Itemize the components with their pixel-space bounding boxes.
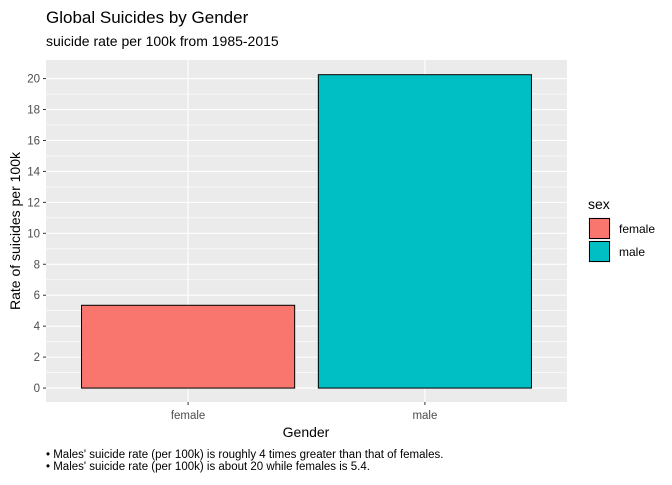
y-tick-labels: 0 2 4 6 8 10 12 14 16 18 20 (27, 74, 46, 395)
bar-male (317, 74, 532, 389)
x-tick-label: female (171, 410, 206, 422)
y-tick-label: 6 (34, 290, 40, 302)
legend-title: sex (588, 196, 610, 212)
y-tick-label: 8 (34, 259, 40, 271)
legend: sex female male (588, 196, 655, 263)
y-tick-label: 16 (27, 135, 40, 147)
y-tick-label: 14 (27, 166, 40, 178)
y-axis-label: Rate of suicides per 100k (7, 151, 23, 310)
y-tick-label: 0 (34, 383, 40, 395)
x-tick-labels: female male (171, 402, 437, 422)
x-axis-label: Gender (283, 424, 330, 440)
y-tick-label: 10 (27, 228, 40, 240)
legend-label-male: male (619, 245, 645, 259)
bar-female (81, 304, 296, 389)
y-tick-label: 20 (27, 74, 40, 86)
legend-swatch-female (589, 218, 610, 239)
legend-label-female: female (619, 222, 655, 236)
y-tick-label: 2 (34, 352, 40, 364)
y-tick-label: 18 (27, 105, 40, 117)
legend-swatch-male (589, 241, 610, 262)
caption-line-1: • Males' suicide rate (per 100k) is roug… (46, 449, 443, 461)
caption: • Males' suicide rate (per 100k) is roug… (46, 449, 443, 473)
legend-items: female male (588, 217, 655, 263)
chart-title: Global Suicides by Gender (46, 8, 249, 27)
y-tick-label: 4 (34, 321, 41, 333)
y-tick-label: 12 (27, 197, 40, 209)
caption-line-2: • Males' suicide rate (per 100k) is abou… (46, 461, 370, 473)
bar-layer (81, 74, 532, 389)
x-tick-label: male (412, 410, 437, 422)
chart-subtitle: suicide rate per 100k from 1985-2015 (46, 33, 279, 49)
